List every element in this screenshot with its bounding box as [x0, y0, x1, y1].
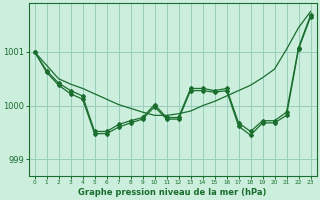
X-axis label: Graphe pression niveau de la mer (hPa): Graphe pression niveau de la mer (hPa): [78, 188, 267, 197]
